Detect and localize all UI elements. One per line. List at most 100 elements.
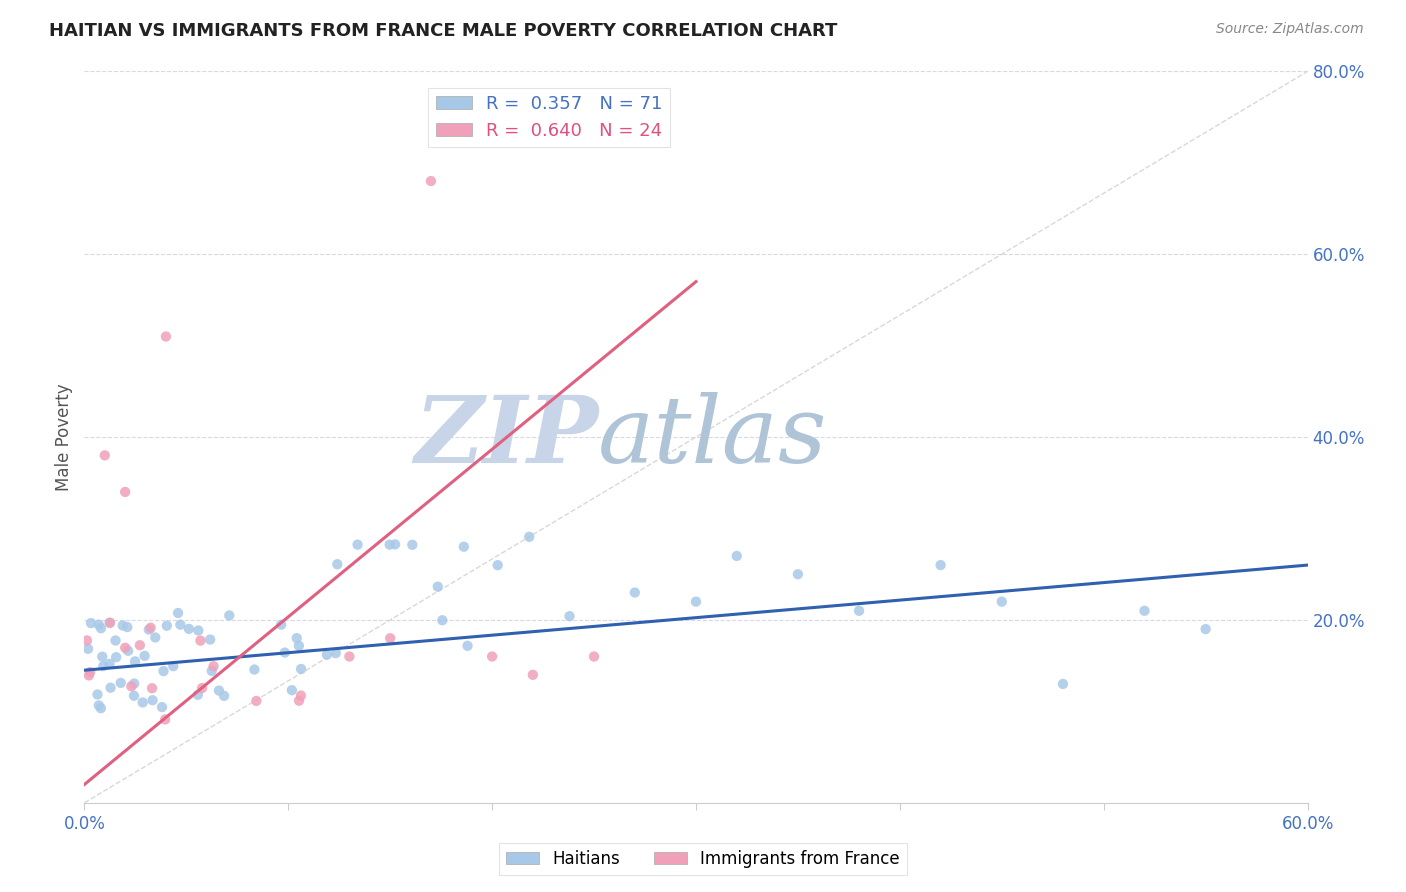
Point xyxy=(77,668,100,682)
Point xyxy=(346,538,368,552)
Point xyxy=(150,700,173,714)
Point xyxy=(848,604,870,618)
Point xyxy=(929,558,952,573)
Point xyxy=(725,549,748,563)
Point xyxy=(110,676,132,690)
Point xyxy=(290,662,312,676)
Point xyxy=(243,663,266,677)
Point xyxy=(76,633,98,648)
Point xyxy=(787,567,810,582)
Point xyxy=(218,608,240,623)
Point xyxy=(384,537,406,551)
Point xyxy=(212,689,235,703)
Point xyxy=(114,485,136,500)
Point xyxy=(991,594,1014,608)
Point xyxy=(288,694,311,708)
Point xyxy=(432,613,454,627)
Point xyxy=(142,693,165,707)
Point xyxy=(104,633,127,648)
Point xyxy=(143,631,166,645)
Point xyxy=(167,606,190,620)
Point xyxy=(339,649,361,664)
Point xyxy=(141,681,163,696)
Point xyxy=(117,644,139,658)
Point xyxy=(98,615,121,630)
Point xyxy=(91,649,114,664)
Point xyxy=(1133,604,1156,618)
Point xyxy=(457,639,479,653)
Point xyxy=(80,616,103,631)
Point xyxy=(685,594,707,608)
Point xyxy=(624,585,647,599)
Point xyxy=(134,648,156,663)
Point xyxy=(517,530,540,544)
Point xyxy=(326,558,349,572)
Point xyxy=(1195,622,1218,636)
Point xyxy=(208,683,231,698)
Point xyxy=(93,448,115,462)
Point xyxy=(169,617,191,632)
Point xyxy=(285,631,308,645)
Point xyxy=(290,689,312,703)
Point xyxy=(187,624,209,638)
Point xyxy=(190,633,212,648)
Legend: Haitians, Immigrants from France: Haitians, Immigrants from France xyxy=(499,844,907,875)
Point xyxy=(105,650,128,665)
Point xyxy=(426,580,449,594)
Point xyxy=(87,698,110,713)
Point xyxy=(139,621,162,635)
Y-axis label: Male Poverty: Male Poverty xyxy=(55,384,73,491)
Point xyxy=(201,664,224,678)
Point xyxy=(522,667,544,681)
Point xyxy=(122,676,145,690)
Point xyxy=(1052,677,1074,691)
Point xyxy=(401,538,423,552)
Point xyxy=(98,615,121,630)
Legend: R =  0.357   N = 71, R =  0.640   N = 24: R = 0.357 N = 71, R = 0.640 N = 24 xyxy=(429,87,669,147)
Point xyxy=(111,618,134,632)
Point xyxy=(98,657,121,671)
Point xyxy=(315,648,337,662)
Point xyxy=(79,665,101,679)
Point xyxy=(378,538,401,552)
Point xyxy=(380,632,402,646)
Point xyxy=(191,681,214,695)
Text: HAITIAN VS IMMIGRANTS FROM FRANCE MALE POVERTY CORRELATION CHART: HAITIAN VS IMMIGRANTS FROM FRANCE MALE P… xyxy=(49,22,838,40)
Text: ZIP: ZIP xyxy=(413,392,598,482)
Text: Source: ZipAtlas.com: Source: ZipAtlas.com xyxy=(1216,22,1364,37)
Point xyxy=(420,174,443,188)
Point xyxy=(274,646,297,660)
Point xyxy=(128,638,150,652)
Point xyxy=(90,701,112,715)
Point xyxy=(91,659,114,673)
Point xyxy=(187,688,209,702)
Point xyxy=(90,621,112,635)
Point xyxy=(124,654,146,668)
Point xyxy=(325,646,347,660)
Point xyxy=(270,617,292,632)
Point xyxy=(77,641,100,656)
Point xyxy=(288,639,311,653)
Point xyxy=(202,659,225,673)
Point xyxy=(583,649,606,664)
Point xyxy=(122,689,145,703)
Point xyxy=(155,329,177,343)
Point xyxy=(114,640,136,655)
Point xyxy=(245,694,267,708)
Point xyxy=(120,679,142,693)
Point xyxy=(486,558,509,573)
Point xyxy=(198,632,221,647)
Point xyxy=(162,659,184,673)
Point xyxy=(558,609,581,624)
Point xyxy=(87,617,110,632)
Point xyxy=(117,620,139,634)
Point xyxy=(281,683,304,698)
Text: atlas: atlas xyxy=(598,392,828,482)
Point xyxy=(86,688,108,702)
Point xyxy=(152,664,174,678)
Point xyxy=(153,712,176,726)
Point xyxy=(131,695,153,709)
Point xyxy=(138,623,160,637)
Point xyxy=(481,649,503,664)
Point xyxy=(453,540,475,554)
